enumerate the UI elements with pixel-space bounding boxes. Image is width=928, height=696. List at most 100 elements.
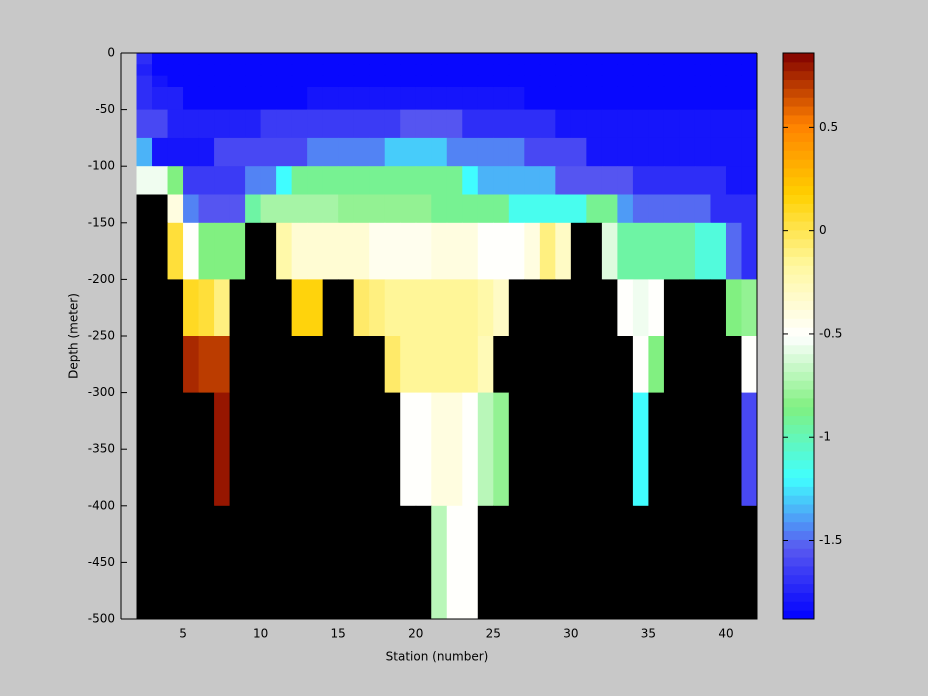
cell [555,75,572,88]
cell [462,86,479,111]
cell [214,64,231,77]
cell [524,53,541,65]
cell [291,137,308,167]
nan-cell [152,222,169,280]
nan-cell [539,392,556,507]
nan-cell [508,505,525,620]
cell [384,279,401,337]
cell [725,109,742,139]
cell [648,64,665,77]
nan-cell [245,222,262,280]
colorbar-swatch [783,159,814,169]
cell [276,75,293,88]
nan-cell [725,392,742,507]
cell [570,137,587,167]
nan-cell [384,505,401,620]
cell [462,392,479,507]
y-tick-label: -150 [88,215,115,229]
cell [524,166,541,195]
cell [710,64,727,77]
colorbar-swatch [783,344,814,355]
cell [229,137,246,167]
cell [198,75,215,88]
cell [245,166,262,195]
cell [214,166,231,195]
cell [291,166,308,195]
nan-cell [663,279,680,337]
cell [136,166,153,195]
nan-cell [601,336,618,394]
nan-cell [555,392,572,507]
cell [663,137,680,167]
cell [725,279,742,337]
cell [214,194,231,224]
cell [617,53,634,65]
nan-cell [679,336,696,394]
cell [353,109,370,139]
cell [648,86,665,111]
cell [694,109,711,139]
y-tick-label: -100 [88,159,115,173]
cell [493,137,510,167]
colorbar-frame [782,52,815,620]
cell [663,86,680,111]
cell [694,222,711,280]
nan-cell [229,279,246,337]
colorbar-swatch [783,309,814,319]
cell [152,53,169,65]
nan-cell [307,336,324,394]
nan-cell [710,392,727,507]
colorbar-swatch [783,97,814,107]
y-tick-label: -50 [95,102,115,116]
cell [663,75,680,88]
cell [477,279,494,337]
cell [741,53,758,65]
cell [152,75,169,88]
cell [183,137,200,167]
cell [369,64,386,77]
cell [276,137,293,167]
cell [167,166,184,195]
nan-cell [369,392,386,507]
nan-cell [570,279,587,337]
nan-cell [291,505,308,620]
cell [601,64,618,77]
colorbar-swatch [783,468,814,478]
cell [524,137,541,167]
cell [446,279,463,337]
cell [384,222,401,280]
colorbar-tick-label: 0 [819,223,827,237]
cell [307,137,324,167]
cell [741,392,758,507]
cell [400,194,417,224]
colorbar-swatch [783,565,814,576]
cell [291,279,308,337]
cell [710,86,727,111]
nan-cell [136,279,153,337]
nan-cell [694,336,711,394]
nan-cell [493,505,510,620]
cell [508,166,525,195]
cell [276,194,293,224]
cell [415,137,432,167]
cell [245,86,262,111]
cell [679,53,696,65]
nan-cell [679,392,696,507]
nan-cell [307,392,324,507]
nan-cell [229,336,246,394]
cell [136,75,153,88]
cell [663,166,680,195]
cell [679,75,696,88]
nan-cell [260,279,277,337]
cell [741,279,758,337]
cell [229,166,246,195]
cell [725,194,742,224]
cell [462,505,479,620]
colorbar-tick-label: -1 [819,430,831,444]
nan-cell [322,279,339,337]
nan-cell [524,392,541,507]
nan-cell [152,392,169,507]
cell [493,194,510,224]
nan-cell [601,279,618,337]
nan-cell [601,505,618,620]
